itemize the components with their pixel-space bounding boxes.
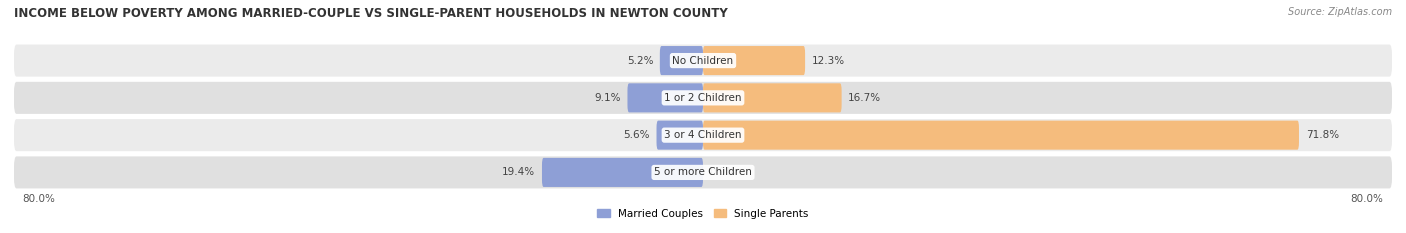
FancyBboxPatch shape — [627, 83, 703, 112]
Text: No Children: No Children — [672, 56, 734, 65]
FancyBboxPatch shape — [14, 119, 1392, 151]
Text: INCOME BELOW POVERTY AMONG MARRIED-COUPLE VS SINGLE-PARENT HOUSEHOLDS IN NEWTON : INCOME BELOW POVERTY AMONG MARRIED-COUPL… — [14, 7, 728, 20]
FancyBboxPatch shape — [703, 121, 1299, 150]
FancyBboxPatch shape — [14, 45, 1392, 77]
FancyBboxPatch shape — [657, 121, 703, 150]
Text: 3 or 4 Children: 3 or 4 Children — [664, 130, 742, 140]
FancyBboxPatch shape — [703, 46, 806, 75]
FancyBboxPatch shape — [703, 83, 842, 112]
Text: 0.0%: 0.0% — [710, 168, 735, 177]
FancyBboxPatch shape — [14, 82, 1392, 114]
Text: 71.8%: 71.8% — [1306, 130, 1339, 140]
Legend: Married Couples, Single Parents: Married Couples, Single Parents — [598, 209, 808, 219]
Text: 1 or 2 Children: 1 or 2 Children — [664, 93, 742, 103]
Text: Source: ZipAtlas.com: Source: ZipAtlas.com — [1288, 7, 1392, 17]
Text: 5.2%: 5.2% — [627, 56, 654, 65]
Text: 5 or more Children: 5 or more Children — [654, 168, 752, 177]
Text: 9.1%: 9.1% — [595, 93, 621, 103]
Text: 19.4%: 19.4% — [502, 168, 536, 177]
FancyBboxPatch shape — [659, 46, 703, 75]
Text: 5.6%: 5.6% — [623, 130, 650, 140]
FancyBboxPatch shape — [541, 158, 703, 187]
Text: 16.7%: 16.7% — [848, 93, 882, 103]
FancyBboxPatch shape — [14, 156, 1392, 188]
Text: 12.3%: 12.3% — [811, 56, 845, 65]
